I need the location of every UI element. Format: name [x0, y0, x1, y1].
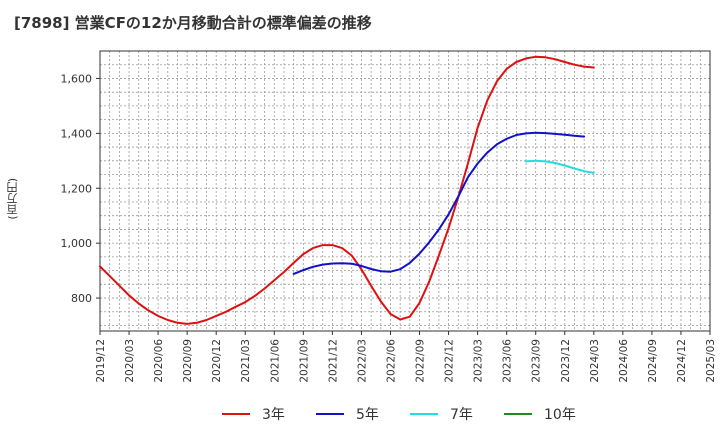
legend-label: 7年: [450, 407, 473, 423]
x-tick-label: 2022/12: [444, 339, 456, 383]
x-tick-label: 2020/06: [153, 339, 165, 383]
y-tick-label: 1,200: [61, 182, 93, 195]
x-tick-label: 2023/06: [502, 339, 514, 383]
legend-item: 7年: [410, 402, 473, 426]
legend: 3年 5年 7年 10年: [0, 402, 720, 426]
y-tick-label: 800: [71, 292, 92, 305]
legend-swatch: [504, 413, 532, 415]
series-line-3年: [99, 55, 595, 325]
x-tick-label: 2024/09: [647, 339, 659, 383]
x-tick-label: 2021/12: [327, 339, 339, 383]
x-tick-label: 2022/03: [356, 339, 368, 383]
x-tick-label: 2021/09: [298, 339, 310, 383]
series-line-5年: [292, 131, 586, 275]
x-tick-label: 2024/03: [589, 339, 601, 383]
legend-swatch: [222, 413, 250, 415]
legend-swatch: [410, 413, 438, 415]
y-tick-label: 1,400: [61, 127, 93, 140]
legend-item: 10年: [504, 402, 576, 426]
y-tick-label: 1,600: [61, 72, 93, 85]
x-tick-label: 2023/09: [531, 339, 543, 383]
y-tick-label: 1,000: [61, 237, 93, 250]
legend-label: 10年: [544, 407, 576, 423]
x-tick-label: 2021/06: [269, 339, 281, 383]
grid-lines: [100, 51, 710, 331]
legend-swatch: [316, 413, 344, 415]
series-lines: [99, 55, 595, 325]
x-tick-label: 2020/12: [211, 339, 223, 383]
x-tick-label: 2025/03: [705, 339, 717, 383]
x-tick-label: 2023/03: [473, 339, 485, 383]
y-axis-ticks: 800 1,000 1,200 1,400 1,600: [61, 72, 100, 305]
x-tick-label: 2022/09: [415, 339, 427, 383]
series-line-7年: [525, 159, 595, 174]
x-tick-label: 2021/03: [240, 339, 252, 383]
x-tick-label: 2022/06: [385, 339, 397, 383]
chart-title: [7898] 営業CFの12か月移動合計の標準偏差の推移: [14, 14, 372, 32]
x-tick-label: 2020/09: [182, 339, 194, 383]
legend-item: 5年: [316, 402, 379, 426]
x-tick-label: 2023/12: [560, 339, 572, 383]
x-tick-label: 2024/06: [618, 339, 630, 383]
legend-label: 3年: [262, 407, 285, 423]
x-axis-ticks: 2019/12 2020/03 2020/06 2020/09 2020/12 2021/…: [95, 331, 717, 383]
x-tick-label: 2020/03: [124, 339, 136, 383]
x-tick-label: 2024/12: [676, 339, 688, 383]
legend-label: 5年: [356, 407, 379, 423]
x-tick-label: 2019/12: [95, 339, 107, 383]
legend-item: 3年: [222, 402, 285, 426]
plot-frame: [99, 50, 711, 332]
